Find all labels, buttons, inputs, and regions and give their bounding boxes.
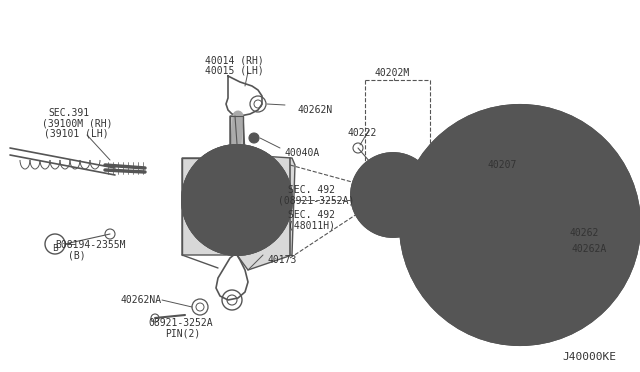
Circle shape xyxy=(547,221,565,239)
Text: 40262N: 40262N xyxy=(298,105,333,115)
Text: 40173: 40173 xyxy=(268,255,298,265)
Text: B: B xyxy=(52,244,58,253)
Circle shape xyxy=(400,105,640,345)
Text: SEC. 492: SEC. 492 xyxy=(288,185,335,195)
Text: J40000KE: J40000KE xyxy=(562,352,616,362)
Text: (B): (B) xyxy=(68,250,86,260)
Text: 40015 (LH): 40015 (LH) xyxy=(205,65,264,75)
Circle shape xyxy=(545,166,565,186)
Circle shape xyxy=(182,145,292,255)
Text: B08194-2355M: B08194-2355M xyxy=(55,240,125,250)
Text: PIN(2): PIN(2) xyxy=(165,328,200,338)
Text: 08921-3252A: 08921-3252A xyxy=(148,318,212,328)
Circle shape xyxy=(492,197,548,253)
Circle shape xyxy=(567,234,587,254)
Text: 40040A: 40040A xyxy=(285,148,320,158)
Circle shape xyxy=(475,166,495,186)
Text: 40207: 40207 xyxy=(488,160,517,170)
Text: (08921-3252A): (08921-3252A) xyxy=(278,195,355,205)
Circle shape xyxy=(468,173,572,277)
Circle shape xyxy=(351,153,435,237)
Circle shape xyxy=(510,275,530,295)
Circle shape xyxy=(453,234,473,254)
Text: 40262A: 40262A xyxy=(572,244,607,254)
Text: 40014 (RH): 40014 (RH) xyxy=(205,55,264,65)
Text: 40202M: 40202M xyxy=(375,68,410,78)
Text: (39101 (LH): (39101 (LH) xyxy=(44,128,109,138)
Text: 40262: 40262 xyxy=(570,228,600,238)
Circle shape xyxy=(440,145,600,305)
Polygon shape xyxy=(182,116,295,270)
Text: 40222: 40222 xyxy=(348,128,378,138)
Text: (48011H): (48011H) xyxy=(288,220,335,230)
Text: SEC. 492: SEC. 492 xyxy=(288,210,335,220)
Text: (39100M (RH): (39100M (RH) xyxy=(42,118,113,128)
Text: SEC.391: SEC.391 xyxy=(48,108,89,118)
Circle shape xyxy=(249,133,259,143)
Text: 40262NA: 40262NA xyxy=(120,295,161,305)
